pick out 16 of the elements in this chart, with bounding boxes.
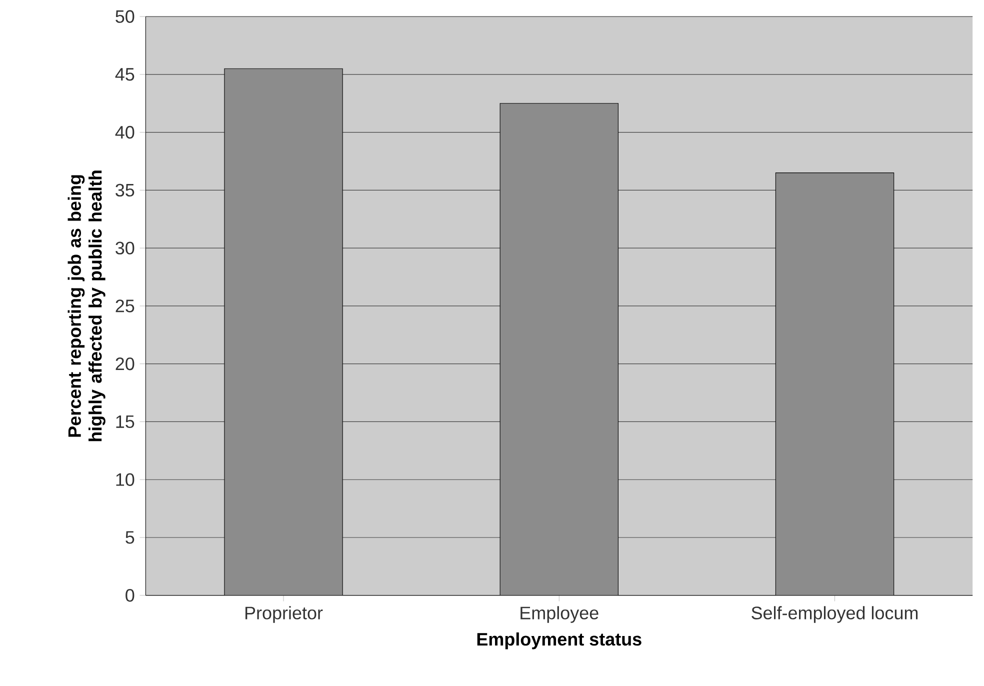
y-tick-label: 0 (126, 589, 134, 602)
y-tick-label: 40 (115, 126, 134, 139)
x-tick-label: Proprietor (245, 606, 323, 623)
x-tick-label: Employee (520, 606, 598, 623)
x-tick-label: Self-employed locum (752, 606, 918, 623)
y-tick-label: 50 (116, 10, 134, 23)
y-tick-label: 35 (116, 184, 134, 197)
y-tick-label: 25 (116, 300, 134, 312)
y-tick-label: 30 (116, 242, 134, 254)
y-axis-title: Percent reporting job as being highly affected by public health (68, 170, 106, 442)
x-axis-title: Employment status (477, 632, 642, 650)
y-tick-label: 5 (126, 531, 134, 544)
y-tick-label: 15 (116, 415, 134, 428)
y-tick-label: 45 (115, 68, 134, 81)
y-tick-label: 20 (116, 357, 134, 370)
y-tick-label: 10 (116, 473, 134, 486)
